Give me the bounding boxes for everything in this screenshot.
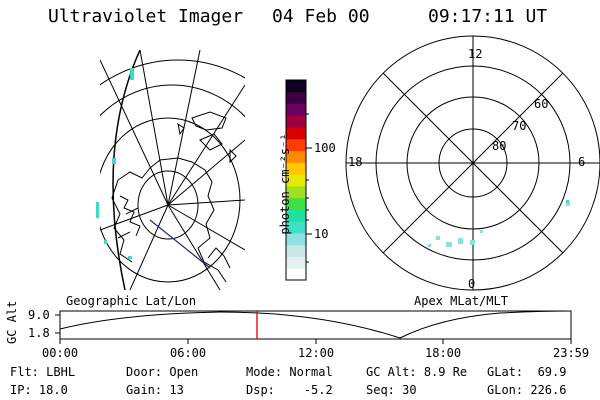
colorbar-unit-label: photon cm⁻²s⁻¹ [278,133,292,235]
mlt-label-12: 12 [468,47,483,61]
info-flt: Flt: LBHL [10,365,76,379]
coastline [149,157,227,283]
colorbar-segment [286,138,306,152]
colorbar-segment [286,221,306,234]
polar-mlat-mlt-plot [345,35,600,291]
colorbar-segment [286,162,306,175]
right-panel-label: Apex MLat/MLT [414,294,508,308]
colorbar-segment [286,268,306,281]
info-ip: IP: 18.0 [10,383,68,397]
colorbar-segment [286,256,306,269]
colorbar-segment [286,103,306,116]
colorbar-segment [286,209,306,222]
info-seq: Seq: 30 [366,383,417,397]
info-dsp: Dsp: -5.2 [246,383,333,397]
info-glat: GLat: 69.9 [487,365,567,379]
colorbar-tick-100: 100 [314,141,336,155]
timeline-xtick-2359: 23:59 [553,346,590,360]
colorbar-segment [286,150,306,163]
color-scale-bar [286,80,306,281]
timeline-ylabel: GC Alt [5,300,19,344]
colorbar-segment [286,185,306,199]
colorbar-segment [286,197,306,210]
aurora-speckles-polar [428,200,570,247]
timeline-xtick-0600: 06:00 [170,346,207,360]
mlat-label-80: 80 [492,139,507,153]
info-gain: Gain: 13 [126,383,184,397]
colorbar-segment [286,232,306,246]
date-label: 04 Feb 00 [272,6,370,27]
info-mode: Mode: Normal [246,365,333,379]
timeline-xtick-1800: 18:00 [425,346,462,360]
info-glon: GLon: 226.6 [487,383,567,397]
aurora-speckles-left [96,68,134,259]
left-panel-label: Geographic Lat/Lon [66,294,197,308]
mlt-label-6: 6 [578,155,586,169]
time-label: 09:17:11 UT [428,6,548,27]
mlt-label-0: 0 [468,277,476,291]
timeline-xtick-1200: 12:00 [298,346,335,360]
info-door: Door: Open [126,365,199,379]
gc-altitude-timeline [55,310,572,344]
timeline-ytick-1-8: 1.8 [28,326,50,340]
colorbar-tick-10: 10 [314,227,329,241]
instrument-title: Ultraviolet Imager [48,6,244,27]
colorbar-segment [286,244,306,257]
geographic-map [100,50,245,290]
timeline-ytick-9: 9.0 [28,308,50,322]
timeline-xtick-0000: 00:00 [42,346,79,360]
colorbar-segment [286,127,306,140]
colorbar-segment [286,115,306,128]
mlat-label-60: 60 [534,97,549,111]
colorbar-segment [286,91,306,105]
mlat-label-70: 70 [512,119,527,133]
mlt-label-18: 18 [348,155,363,169]
colorbar-segment [286,174,306,187]
info-gc-alt: GC Alt: 8.9 Re [366,365,468,379]
colorbar-segment [286,80,306,93]
